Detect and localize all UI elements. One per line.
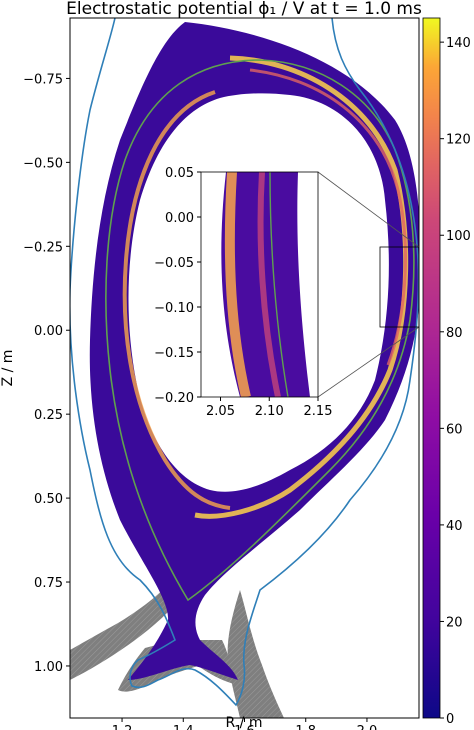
inset-x-tick-label: 2.05 — [206, 404, 235, 419]
x-tick-label: 1.2 — [112, 724, 133, 730]
colorbar-tick-label: 80 — [446, 326, 463, 341]
outer-bright-band — [194, 55, 409, 519]
y-tick-label: −0.25 — [23, 240, 63, 255]
y-tick-label: 1.00 — [34, 660, 63, 675]
colorbar-tick-label: 120 — [446, 133, 471, 148]
inset-axes — [200, 171, 319, 398]
inset-secondary-stripe — [257, 172, 281, 397]
x-tick-label: 1.4 — [173, 724, 194, 730]
colorbar — [422, 17, 441, 719]
colorbar-tick-label: 100 — [446, 229, 471, 244]
inner-bright-band — [122, 90, 231, 510]
x-tick-label: 2.0 — [357, 724, 378, 730]
colorbar-tick-label: 0 — [446, 712, 454, 727]
inset-field — [221, 172, 310, 397]
mid-band — [249, 68, 407, 366]
colorbar-tick-label: 60 — [446, 422, 463, 437]
wall-contour — [70, 18, 419, 707]
inset-y-tick-label: −0.20 — [154, 391, 194, 406]
colorbar-tick-label: 140 — [446, 36, 471, 51]
inset-separatrix — [269, 172, 289, 397]
inset-y-tick-label: 0.05 — [165, 166, 194, 181]
colorbar-tick-label: 20 — [446, 615, 463, 630]
zoom-region-box — [379, 246, 419, 328]
y-tick-label: −0.50 — [23, 156, 63, 171]
y-axis-ticks: −0.75 −0.50 −0.25 0.00 0.25 0.50 0.75 1.00 — [23, 72, 70, 675]
chart-title: Electrostatic potential ϕ₁ / V at t = 1.… — [66, 0, 422, 19]
inset-y-tick-label: 0.00 — [165, 211, 194, 226]
y-tick-label: −0.75 — [23, 72, 63, 87]
divertor-right-region — [227, 590, 284, 718]
y-tick-label: 0.50 — [34, 492, 63, 507]
x-axis-ticks: 1.2 1.4 1.6 1.8 2.0 — [112, 718, 378, 730]
inset-y-tick-label: −0.10 — [154, 301, 194, 316]
x-tick-label: 1.6 — [234, 724, 255, 730]
colorbar-tick-label: 40 — [446, 519, 463, 534]
inset-y-tick-label: −0.05 — [154, 256, 194, 271]
x-axis-label: R / m — [226, 715, 263, 730]
inset-bright-stripe — [224, 172, 251, 397]
zoom-connector-bottom — [317, 326, 420, 398]
colorbar-ticks: 0 20 40 60 80 100 120 140 — [440, 36, 471, 727]
separatrix-line — [105, 59, 415, 602]
y-axis-label: Z / m — [0, 350, 16, 387]
x-tick-label: 1.8 — [295, 724, 316, 730]
y-tick-label: 0.25 — [34, 408, 63, 423]
inset-y-ticks: 0.05 0.00 −0.05 −0.10 −0.15 −0.20 — [154, 166, 201, 406]
y-tick-label: 0.75 — [34, 576, 63, 591]
y-tick-label: 0.00 — [34, 324, 63, 339]
divertor-left-region — [70, 575, 177, 680]
inset-x-tick-label: 2.10 — [255, 404, 284, 419]
inset-x-tick-label: 2.15 — [304, 404, 333, 419]
zoom-connector-top — [317, 171, 420, 248]
inset-y-tick-label: −0.15 — [154, 346, 194, 361]
inset-x-ticks: 2.05 2.10 2.15 — [206, 397, 332, 419]
